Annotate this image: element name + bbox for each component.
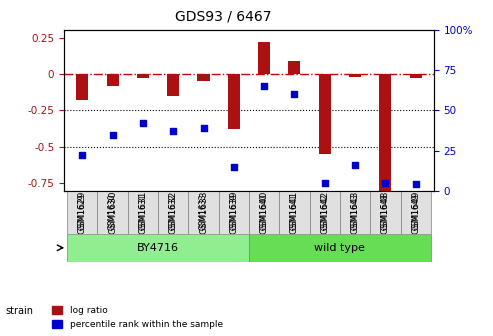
Text: GSM1633: GSM1633 <box>199 191 208 234</box>
FancyBboxPatch shape <box>188 186 219 238</box>
FancyBboxPatch shape <box>370 186 400 238</box>
Text: GSM1633: GSM1633 <box>199 194 208 230</box>
FancyBboxPatch shape <box>98 186 128 238</box>
Point <box>108 132 116 137</box>
Bar <box>228 74 240 129</box>
Text: GSM1642: GSM1642 <box>320 191 329 234</box>
FancyBboxPatch shape <box>279 186 310 238</box>
Bar <box>258 42 270 74</box>
Point <box>260 84 268 89</box>
Bar <box>318 74 331 154</box>
FancyBboxPatch shape <box>67 186 98 238</box>
Bar <box>76 74 88 100</box>
Bar <box>410 74 422 78</box>
FancyBboxPatch shape <box>340 186 370 238</box>
Point <box>412 182 420 187</box>
Bar <box>167 74 179 96</box>
Text: GSM1648: GSM1648 <box>381 191 390 234</box>
Text: GSM1640: GSM1640 <box>260 194 269 230</box>
Text: GSM1648: GSM1648 <box>381 194 390 230</box>
Bar <box>379 74 391 191</box>
Point <box>139 121 147 126</box>
Text: GSM1639: GSM1639 <box>229 194 238 230</box>
Text: GSM1632: GSM1632 <box>169 191 177 234</box>
Text: GSM1632: GSM1632 <box>169 194 177 230</box>
Bar <box>197 74 210 81</box>
Point <box>382 180 389 185</box>
Text: GSM1631: GSM1631 <box>139 194 147 230</box>
Text: GSM1643: GSM1643 <box>351 194 359 230</box>
FancyBboxPatch shape <box>249 234 431 262</box>
FancyBboxPatch shape <box>400 186 431 238</box>
Text: BY4716: BY4716 <box>137 243 179 253</box>
Point <box>230 164 238 169</box>
Bar <box>288 61 301 74</box>
Legend: log ratio, percentile rank within the sample: log ratio, percentile rank within the sa… <box>49 303 225 332</box>
Text: GSM1630: GSM1630 <box>108 194 117 230</box>
FancyBboxPatch shape <box>158 186 188 238</box>
FancyBboxPatch shape <box>128 186 158 238</box>
Point <box>290 92 298 97</box>
Text: GSM1642: GSM1642 <box>320 194 329 230</box>
Bar <box>106 74 119 86</box>
Point <box>351 162 359 168</box>
Text: GSM1629: GSM1629 <box>78 194 87 230</box>
Text: GSM1643: GSM1643 <box>351 191 359 234</box>
Text: GSM1649: GSM1649 <box>411 191 420 234</box>
FancyBboxPatch shape <box>249 186 279 238</box>
Point <box>78 153 86 158</box>
Bar <box>137 74 149 78</box>
FancyBboxPatch shape <box>67 234 249 262</box>
Point <box>321 180 329 185</box>
Text: GDS93 / 6467: GDS93 / 6467 <box>175 9 272 24</box>
FancyBboxPatch shape <box>310 186 340 238</box>
Text: GSM1639: GSM1639 <box>229 191 238 234</box>
Text: strain: strain <box>5 306 33 316</box>
Text: GSM1640: GSM1640 <box>260 191 269 234</box>
Text: wild type: wild type <box>315 243 365 253</box>
Point <box>169 129 177 134</box>
Text: GSM1641: GSM1641 <box>290 194 299 230</box>
Text: GSM1630: GSM1630 <box>108 191 117 234</box>
Point <box>200 125 208 131</box>
Text: GSM1641: GSM1641 <box>290 191 299 234</box>
Bar <box>349 74 361 77</box>
Text: GSM1629: GSM1629 <box>78 191 87 234</box>
Text: GSM1649: GSM1649 <box>411 194 420 230</box>
Text: GSM1631: GSM1631 <box>139 191 147 234</box>
FancyBboxPatch shape <box>219 186 249 238</box>
